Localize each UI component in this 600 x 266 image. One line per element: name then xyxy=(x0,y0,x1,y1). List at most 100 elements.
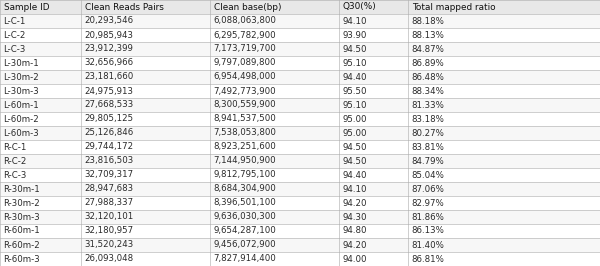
Text: 86.81%: 86.81% xyxy=(412,255,445,264)
Text: 9,812,795,100: 9,812,795,100 xyxy=(214,171,276,180)
Text: 7,173,719,700: 7,173,719,700 xyxy=(214,44,277,53)
Text: 87.06%: 87.06% xyxy=(412,185,445,193)
Text: R-60m-3: R-60m-3 xyxy=(4,255,40,264)
Text: 27,668,533: 27,668,533 xyxy=(85,101,134,110)
Text: 94.50: 94.50 xyxy=(343,44,367,53)
Text: 24,975,913: 24,975,913 xyxy=(85,86,134,95)
Text: L-30m-2: L-30m-2 xyxy=(4,73,40,81)
Text: 95.10: 95.10 xyxy=(343,101,367,110)
Text: 94.40: 94.40 xyxy=(343,73,367,81)
Text: R-30m-2: R-30m-2 xyxy=(4,198,40,207)
Text: 8,684,304,900: 8,684,304,900 xyxy=(214,185,277,193)
Text: 6,954,498,000: 6,954,498,000 xyxy=(214,73,276,81)
Text: 95.50: 95.50 xyxy=(343,86,367,95)
Text: 32,120,101: 32,120,101 xyxy=(85,213,134,222)
Bar xyxy=(0,168,600,182)
Text: 32,180,957: 32,180,957 xyxy=(85,227,134,235)
Text: 27,988,337: 27,988,337 xyxy=(85,198,134,207)
Text: Sample ID: Sample ID xyxy=(4,2,49,11)
Text: 86.48%: 86.48% xyxy=(412,73,445,81)
Text: 20,985,943: 20,985,943 xyxy=(85,31,134,39)
Bar xyxy=(0,182,600,196)
Text: 94.00: 94.00 xyxy=(343,255,367,264)
Text: L-30m-1: L-30m-1 xyxy=(4,59,40,68)
Text: 25,126,846: 25,126,846 xyxy=(85,128,134,138)
Text: R-C-1: R-C-1 xyxy=(4,143,27,152)
Bar xyxy=(0,70,600,84)
Text: 94.50: 94.50 xyxy=(343,143,367,152)
Text: 80.27%: 80.27% xyxy=(412,128,445,138)
Text: 26,093,048: 26,093,048 xyxy=(85,255,134,264)
Text: 7,492,773,900: 7,492,773,900 xyxy=(214,86,276,95)
Text: 6,088,063,800: 6,088,063,800 xyxy=(214,16,277,26)
Text: 83.18%: 83.18% xyxy=(412,114,445,123)
Bar xyxy=(0,154,600,168)
Bar xyxy=(0,252,600,266)
Text: L-60m-1: L-60m-1 xyxy=(4,101,40,110)
Text: 85.04%: 85.04% xyxy=(412,171,445,180)
Bar xyxy=(0,126,600,140)
Text: 32,656,966: 32,656,966 xyxy=(85,59,134,68)
Bar xyxy=(0,238,600,252)
Text: R-60m-1: R-60m-1 xyxy=(4,227,40,235)
Text: 88.18%: 88.18% xyxy=(412,16,445,26)
Text: R-C-2: R-C-2 xyxy=(4,156,27,165)
Text: 29,744,172: 29,744,172 xyxy=(85,143,134,152)
Text: 81.86%: 81.86% xyxy=(412,213,445,222)
Text: Q30(%): Q30(%) xyxy=(343,2,376,11)
Text: 84.87%: 84.87% xyxy=(412,44,445,53)
Text: Total mapped ratio: Total mapped ratio xyxy=(412,2,495,11)
Text: 6,295,782,900: 6,295,782,900 xyxy=(214,31,276,39)
Text: 81.40%: 81.40% xyxy=(412,240,445,250)
Text: 95.00: 95.00 xyxy=(343,128,367,138)
Text: 95.00: 95.00 xyxy=(343,114,367,123)
Text: 83.81%: 83.81% xyxy=(412,143,445,152)
Bar xyxy=(0,196,600,210)
Text: L-30m-3: L-30m-3 xyxy=(4,86,40,95)
Bar xyxy=(0,140,600,154)
Text: R-30m-1: R-30m-1 xyxy=(4,185,40,193)
Text: 81.33%: 81.33% xyxy=(412,101,445,110)
Text: 88.13%: 88.13% xyxy=(412,31,445,39)
Text: 9,654,287,100: 9,654,287,100 xyxy=(214,227,277,235)
Text: 9,636,030,300: 9,636,030,300 xyxy=(214,213,277,222)
Text: 8,300,559,900: 8,300,559,900 xyxy=(214,101,276,110)
Text: 84.79%: 84.79% xyxy=(412,156,445,165)
Text: 94.20: 94.20 xyxy=(343,240,367,250)
Bar xyxy=(0,112,600,126)
Bar xyxy=(0,28,600,42)
Text: 94.30: 94.30 xyxy=(343,213,367,222)
Bar xyxy=(0,0,600,14)
Text: 32,709,317: 32,709,317 xyxy=(85,171,134,180)
Text: 94.10: 94.10 xyxy=(343,16,367,26)
Text: 23,912,399: 23,912,399 xyxy=(85,44,133,53)
Text: 9,797,089,800: 9,797,089,800 xyxy=(214,59,276,68)
Text: L-60m-3: L-60m-3 xyxy=(4,128,40,138)
Bar xyxy=(0,84,600,98)
Text: L-C-3: L-C-3 xyxy=(4,44,26,53)
Text: 86.13%: 86.13% xyxy=(412,227,445,235)
Text: L-60m-2: L-60m-2 xyxy=(4,114,40,123)
Text: 9,456,072,900: 9,456,072,900 xyxy=(214,240,276,250)
Text: 7,827,914,400: 7,827,914,400 xyxy=(214,255,277,264)
Text: 28,947,683: 28,947,683 xyxy=(85,185,134,193)
Bar xyxy=(0,224,600,238)
Text: 7,144,950,900: 7,144,950,900 xyxy=(214,156,276,165)
Text: 88.34%: 88.34% xyxy=(412,86,445,95)
Text: Clean Reads Pairs: Clean Reads Pairs xyxy=(85,2,163,11)
Bar xyxy=(0,56,600,70)
Text: L-C-2: L-C-2 xyxy=(4,31,26,39)
Text: 94.10: 94.10 xyxy=(343,185,367,193)
Text: 8,923,251,600: 8,923,251,600 xyxy=(214,143,277,152)
Text: 29,805,125: 29,805,125 xyxy=(85,114,134,123)
Text: 94.80: 94.80 xyxy=(343,227,367,235)
Text: 94.20: 94.20 xyxy=(343,198,367,207)
Text: 20,293,546: 20,293,546 xyxy=(85,16,134,26)
Bar xyxy=(0,14,600,28)
Text: 31,520,243: 31,520,243 xyxy=(85,240,134,250)
Text: R-C-3: R-C-3 xyxy=(4,171,27,180)
Text: R-30m-3: R-30m-3 xyxy=(4,213,40,222)
Text: 23,181,660: 23,181,660 xyxy=(85,73,134,81)
Text: 95.10: 95.10 xyxy=(343,59,367,68)
Text: 7,538,053,800: 7,538,053,800 xyxy=(214,128,277,138)
